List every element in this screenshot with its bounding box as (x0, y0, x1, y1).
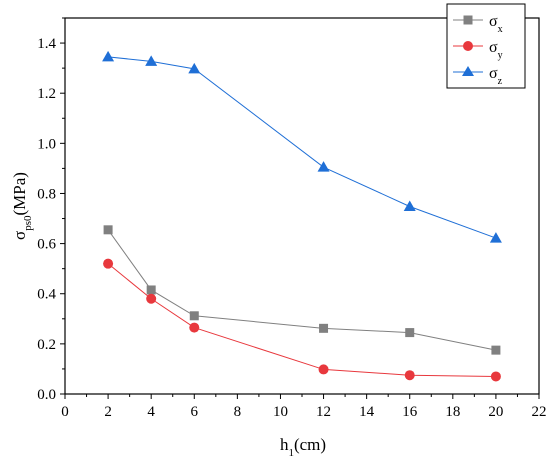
y-tick-label: 0.4 (37, 287, 56, 303)
y-tick-label: 1.0 (37, 136, 56, 152)
legend-item-sigma-y: σy (453, 39, 503, 61)
data-point-square (405, 328, 415, 338)
x-tick-label: 0 (61, 404, 69, 420)
data-point-circle (103, 258, 114, 269)
data-point-square (319, 323, 329, 333)
data-point-square (491, 345, 501, 355)
x-tick-label: 22 (532, 404, 547, 420)
data-point-triangle (317, 161, 330, 172)
data-point-circle (146, 293, 157, 304)
x-tick-label: 2 (104, 404, 112, 420)
ticks: 0 2 4 6 8 10 12 14 16 18 20 22 0.0 0.2 0.4 0.6 0.8 1.0 1.2… (37, 17, 547, 420)
series-line-z (108, 56, 497, 239)
data-point-triangle (145, 55, 158, 66)
y-tick-label: 0.0 (37, 387, 56, 403)
data-point-triangle (188, 62, 201, 74)
y-tick-label: 0.8 (37, 186, 56, 202)
series-x (103, 225, 501, 355)
y-tick-label: 0.2 (37, 337, 56, 353)
legend-item-sigma-z: σz (453, 65, 503, 87)
data-point-square (146, 285, 156, 295)
y-tick-label: 1.2 (37, 86, 56, 102)
y-tick-label: 1.4 (37, 36, 56, 52)
x-axis-title-sub: 1 (288, 447, 294, 459)
y-axis-title-rest: (MPa) (10, 172, 29, 215)
x-tick-label: 6 (191, 404, 199, 420)
series-z (102, 50, 502, 243)
x-tick-label: 14 (359, 404, 375, 420)
y-axis-title-base: σ (10, 231, 29, 240)
legend-label-sigma-x: σx (489, 13, 503, 35)
x-tick-label: 20 (488, 404, 503, 420)
x-tick-label: 12 (316, 404, 331, 420)
series-layer (102, 50, 502, 382)
x-tick-label: 4 (147, 404, 155, 420)
y-tick-label: 0.6 (37, 237, 56, 253)
legend-label-sigma-z: σz (489, 65, 503, 87)
y-axis-title: σps0(MPa) (10, 172, 34, 240)
data-point-square (103, 225, 113, 235)
legend: σx σy σz (446, 3, 526, 89)
x-tick-label: 18 (445, 404, 460, 420)
data-point-triangle (102, 50, 115, 62)
data-point-circle (318, 364, 329, 375)
data-point-square (189, 311, 199, 321)
x-axis-title-rest: (cm) (294, 435, 326, 454)
series-line-y (107, 263, 496, 377)
legend-marker-circle (463, 41, 473, 51)
data-point-triangle (403, 200, 416, 212)
x-axis-title: h1(cm) (280, 435, 326, 459)
y-axis-title-sub: ps0 (22, 215, 34, 231)
data-point-circle (490, 371, 501, 382)
x-tick-label: 16 (402, 404, 418, 420)
legend-label-sigma-y: σy (489, 39, 503, 61)
legend-marker-square (463, 15, 473, 25)
x-axis-title-base: h (280, 435, 289, 454)
data-point-circle (404, 370, 415, 381)
data-point-triangle (489, 232, 502, 243)
legend-item-sigma-x: σx (453, 13, 503, 35)
series-line-x (107, 229, 497, 351)
legend-marker-triangle (462, 66, 474, 76)
data-point-circle (189, 322, 200, 333)
series-y (103, 258, 501, 382)
x-tick-label: 10 (273, 404, 288, 420)
x-tick-label: 8 (234, 404, 242, 420)
